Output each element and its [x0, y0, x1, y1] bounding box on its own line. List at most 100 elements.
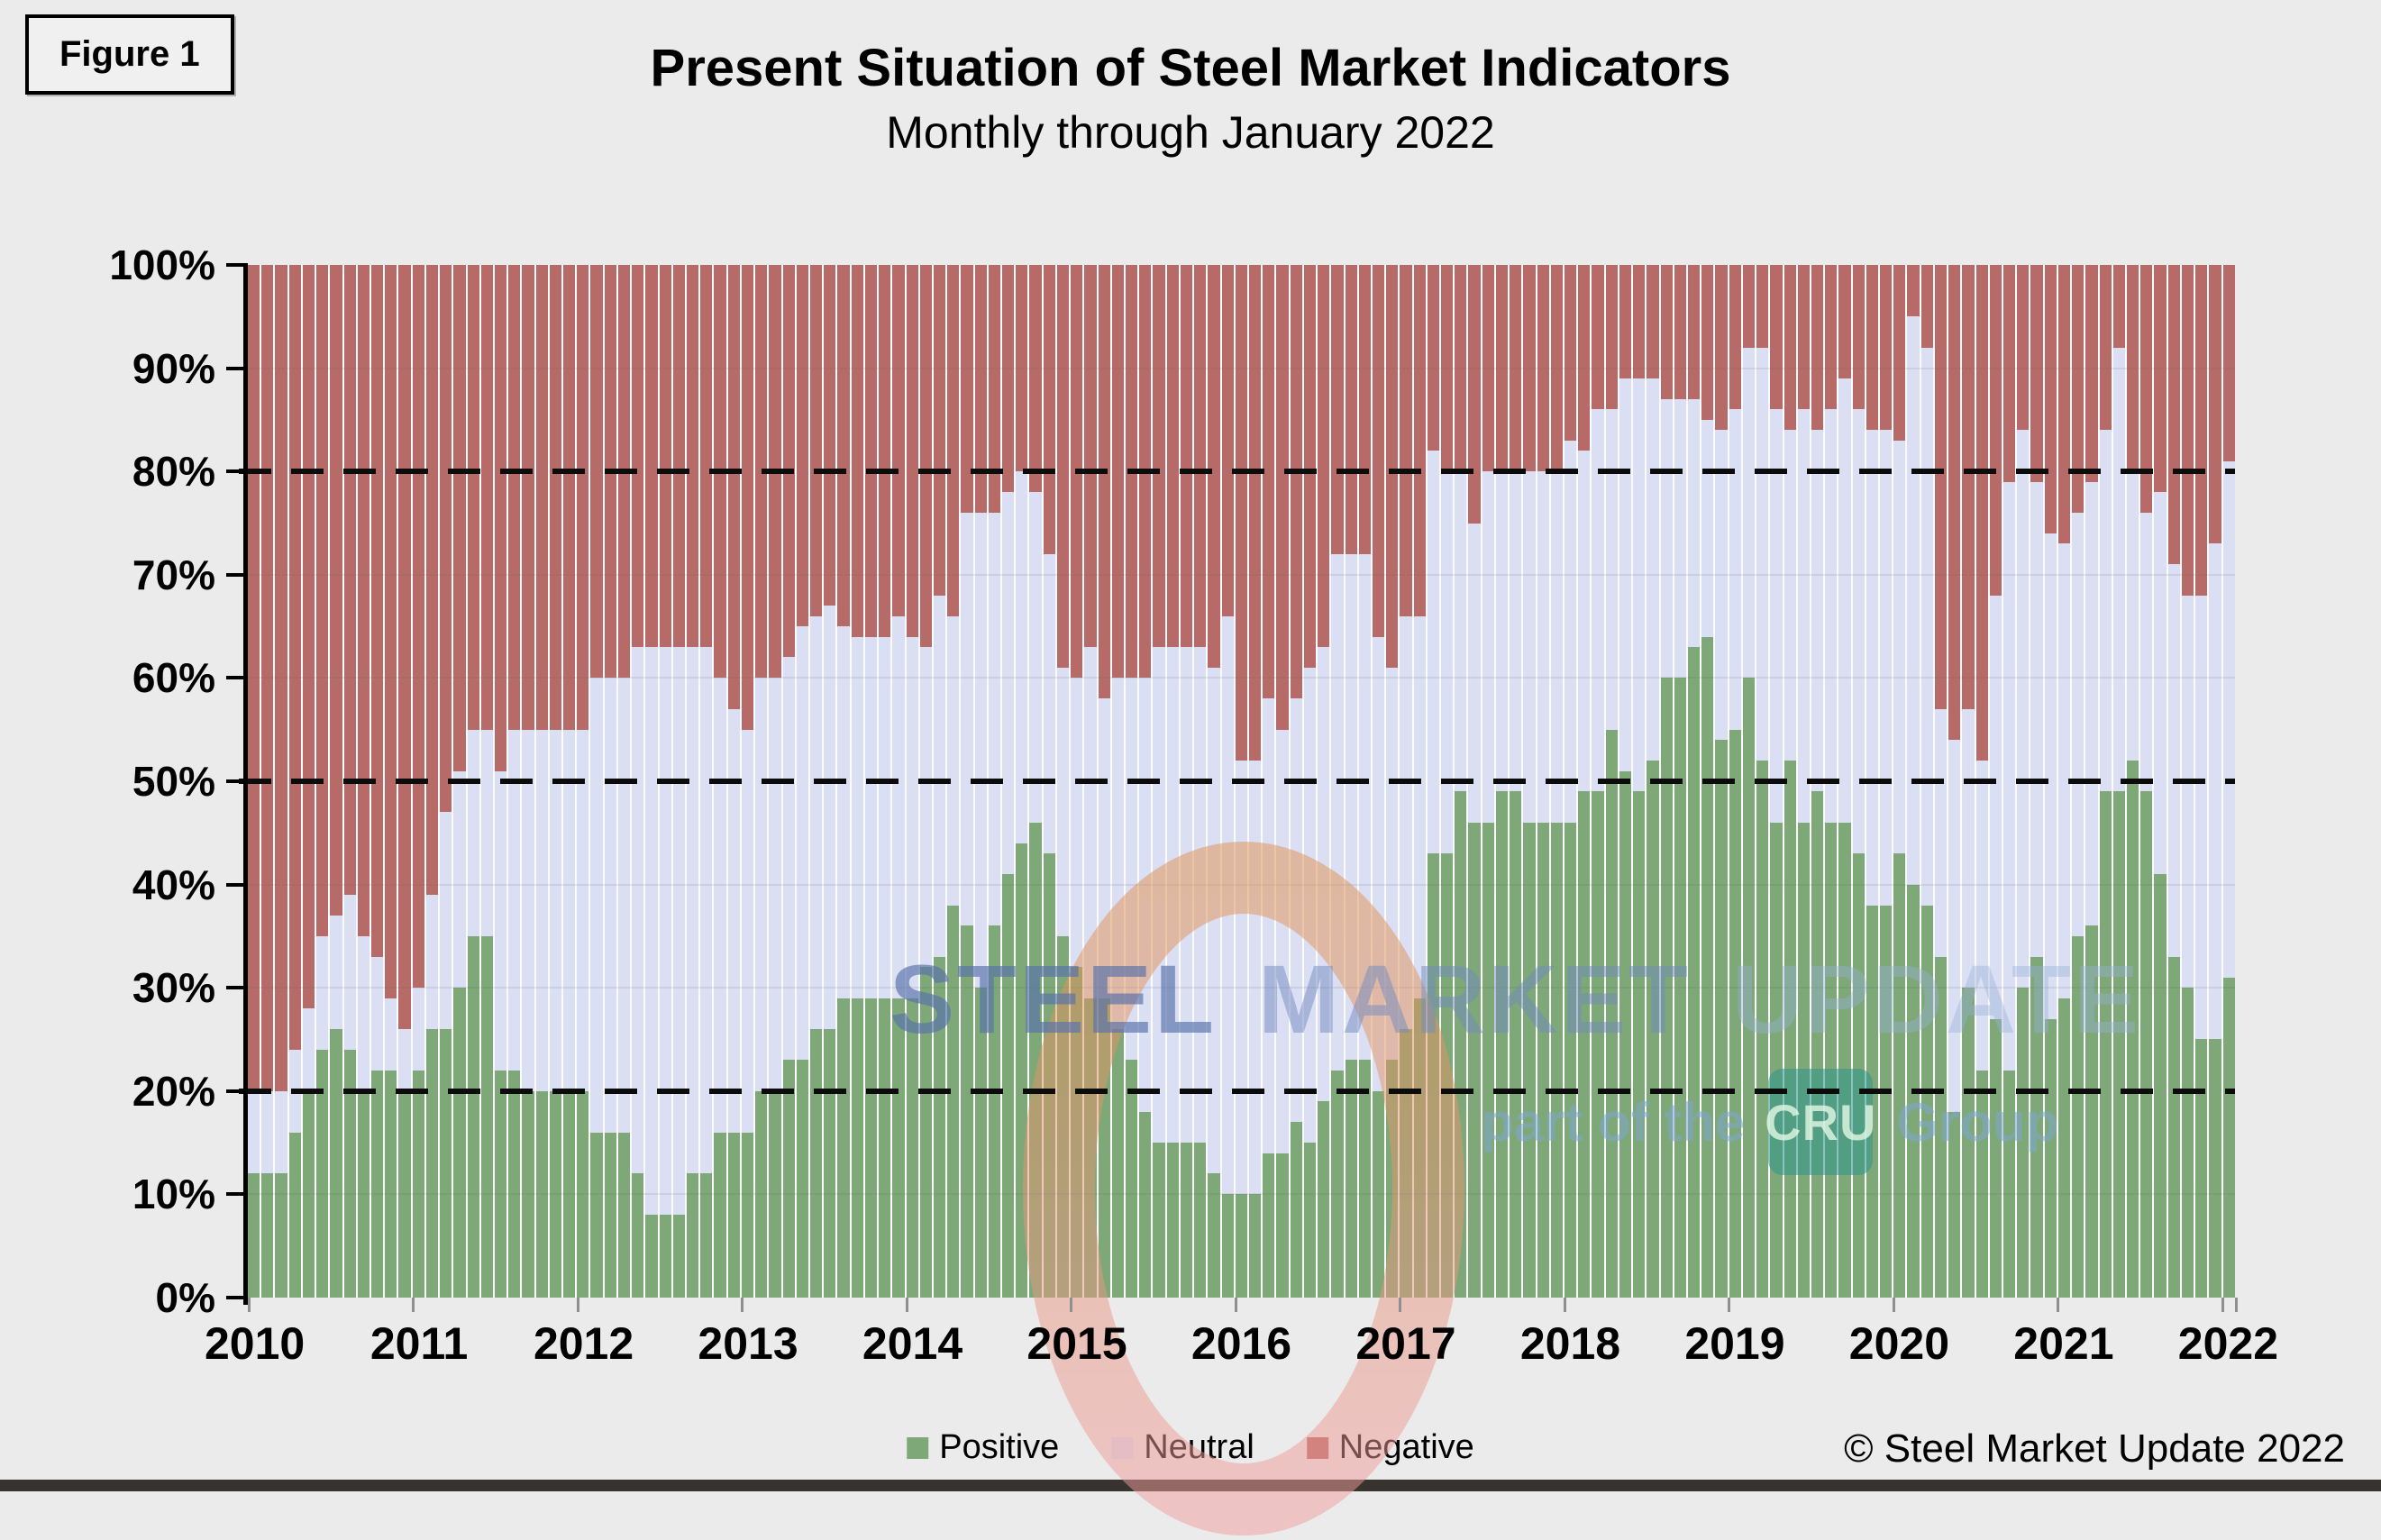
neutral-segment [2085, 481, 2098, 926]
neutral-segment [1647, 378, 1659, 761]
positive-segment [1386, 1060, 1399, 1298]
positive-segment [343, 1049, 356, 1298]
neutral-segment [1866, 430, 1879, 906]
negative-segment [1002, 265, 1015, 493]
neutral-segment [261, 1090, 274, 1174]
neutral-segment [480, 729, 493, 936]
positive-segment [1633, 791, 1646, 1298]
positive-segment [1180, 1143, 1193, 1298]
neutral-segment [357, 935, 369, 1091]
y-axis-label-70%: 70% [132, 551, 215, 598]
neutral-segment [947, 615, 960, 906]
neutral-segment [1098, 698, 1110, 998]
negative-segment [1427, 265, 1440, 451]
x-axis-label-2012: 2012 [533, 1318, 634, 1369]
neutral-segment [302, 1008, 315, 1091]
neutral-segment [1263, 698, 1275, 1153]
positive-segment [879, 998, 891, 1298]
legend-item-neutral: Neutral [1111, 1428, 1254, 1467]
negative-segment [1208, 265, 1220, 668]
negative-segment [522, 265, 534, 730]
bar-month [947, 265, 962, 1298]
neutral-segment [370, 956, 384, 1071]
positive-segment [453, 988, 466, 1298]
positive-segment [1482, 822, 1494, 1298]
positive-segment [1962, 988, 1975, 1298]
neutral-segment [2195, 595, 2208, 1040]
positive-segment [1660, 678, 1673, 1298]
neutral-segment [1153, 647, 1165, 1144]
positive-segment [1866, 905, 1879, 1298]
negative-segment [1756, 265, 1769, 348]
negative-segment [1619, 265, 1632, 379]
negative-segment [947, 265, 960, 616]
neutral-segment [1126, 678, 1138, 1061]
positive-segment [1290, 1122, 1302, 1298]
positive-segment [1825, 822, 1838, 1298]
positive-segment [1358, 1060, 1371, 1298]
negative-segment [563, 265, 576, 730]
neutral-segment [2126, 471, 2139, 761]
y-axis-label-100%: 100% [109, 241, 215, 288]
positive-segment [1523, 822, 1536, 1298]
negative-segment [1358, 265, 1371, 554]
negative-swatch-icon [1306, 1436, 1328, 1459]
gridline-30 [248, 987, 2235, 989]
positive-segment [632, 1173, 644, 1298]
negative-segment [412, 265, 424, 989]
negative-segment [1303, 265, 1317, 668]
neutral-segment [1166, 647, 1179, 1144]
neutral-segment [700, 647, 713, 1174]
x-axis-label-2016: 2016 [1190, 1318, 1292, 1369]
neutral-segment [1248, 761, 1262, 1195]
dashed-reference-line-20 [239, 1088, 2235, 1094]
negative-segment [302, 265, 315, 1009]
positive-segment [1221, 1194, 1234, 1298]
dashed-reference-line-80 [239, 469, 2235, 475]
bottom-edge-bar [0, 1480, 2381, 1491]
positive-segment [1303, 1143, 1317, 1298]
negative-segment [1934, 265, 1948, 709]
neutral-segment [1537, 471, 1549, 823]
neutral-segment [1660, 398, 1673, 679]
positive-segment [700, 1173, 713, 1298]
negative-segment [988, 265, 1001, 514]
negative-segment [467, 265, 479, 730]
negative-segment [741, 265, 754, 730]
positive-segment [577, 1090, 589, 1298]
x-axis-label-2017: 2017 [1355, 1318, 1456, 1369]
x-axis-label-2011: 2011 [369, 1318, 469, 1369]
negative-segment [1605, 265, 1618, 410]
positive-segment [2099, 791, 2112, 1298]
neutral-segment [1880, 430, 1893, 906]
positive-segment [2195, 1039, 2208, 1298]
negative-segment [1660, 265, 1673, 399]
negative-segment [1413, 265, 1426, 616]
positive-segment [796, 1060, 808, 1298]
bar-month [316, 265, 331, 1298]
negative-segment [1386, 265, 1399, 668]
neutral-segment [837, 626, 850, 998]
negative-segment [1633, 265, 1646, 379]
positive-segment [769, 1090, 781, 1298]
negative-segment [288, 265, 301, 1050]
positive-segment [508, 1070, 521, 1298]
y-axis-line [243, 263, 248, 1305]
negative-segment [961, 265, 973, 514]
positive-segment [933, 956, 946, 1298]
legend-item-negative: Negative [1306, 1428, 1474, 1467]
gridline-70 [248, 573, 2235, 576]
negative-segment [906, 265, 918, 637]
positive-segment [947, 905, 960, 1298]
negative-segment [1701, 265, 1714, 420]
positive-segment [1687, 647, 1701, 1298]
legend-label-negative: Negative [1338, 1428, 1474, 1466]
chart-title: Present Situation of Steel Market Indica… [650, 39, 1731, 97]
positive-segment [2209, 1039, 2221, 1298]
positive-segment [1071, 967, 1083, 1298]
negative-segment [535, 265, 548, 730]
neutral-segment [275, 1090, 287, 1174]
positive-segment [2154, 874, 2167, 1298]
negative-segment [357, 265, 369, 936]
positive-segment [1248, 1194, 1262, 1298]
